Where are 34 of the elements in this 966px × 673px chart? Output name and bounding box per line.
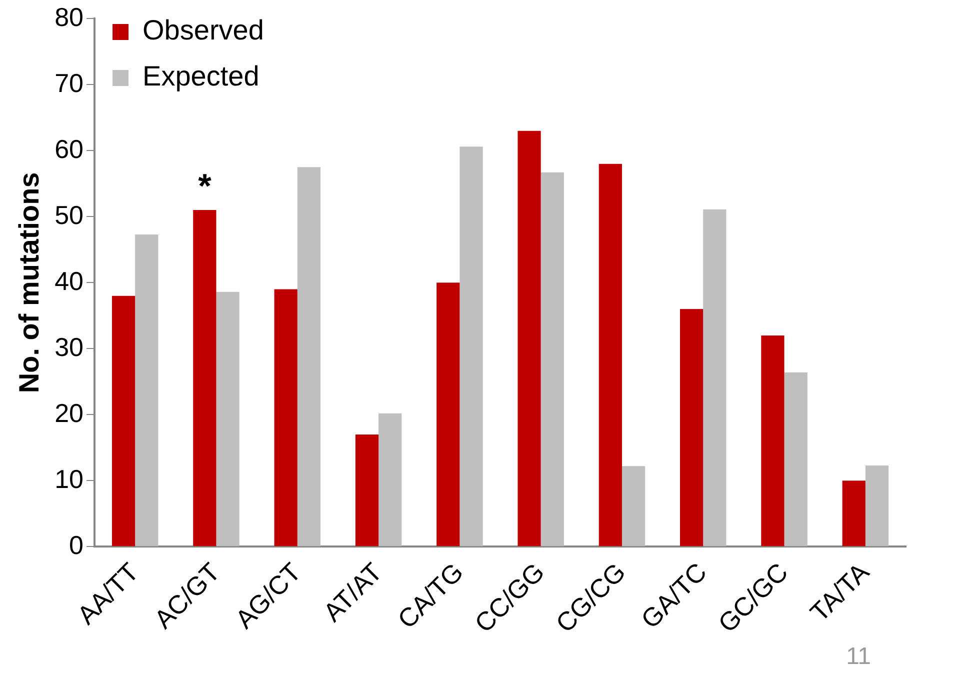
y-tick-label: 30 — [54, 332, 84, 362]
bar — [460, 146, 483, 546]
bar — [540, 172, 564, 546]
bar — [378, 413, 402, 546]
y-tick-label: 60 — [54, 134, 84, 164]
bar — [622, 466, 646, 546]
bar — [193, 210, 216, 546]
bar — [761, 335, 784, 546]
y-tick-label: 0 — [69, 530, 84, 560]
y-tick-label: 80 — [54, 2, 84, 32]
bar — [297, 167, 321, 546]
bar — [703, 209, 726, 546]
bar — [842, 480, 866, 546]
annotation: * — [198, 167, 212, 206]
bar — [598, 164, 622, 546]
legend-label: Expected — [142, 60, 260, 92]
bar — [436, 282, 460, 546]
text: 11 — [846, 643, 871, 671]
bar — [216, 292, 240, 546]
bar — [680, 309, 704, 546]
bar — [355, 434, 379, 546]
y-tick-label: 10 — [54, 464, 84, 494]
y-tick-label: 20 — [54, 398, 84, 428]
y-tick-label: 50 — [54, 200, 84, 230]
bar — [784, 372, 808, 546]
y-tick-label: 70 — [54, 68, 84, 98]
y-tick-label: 40 — [54, 266, 84, 296]
bar — [135, 234, 158, 546]
legend-label: Observed — [142, 14, 264, 46]
bar — [518, 130, 541, 546]
bar — [112, 296, 136, 546]
y-axis-title: No. of mutations — [14, 172, 45, 394]
bar — [274, 289, 298, 546]
bar — [865, 465, 889, 546]
